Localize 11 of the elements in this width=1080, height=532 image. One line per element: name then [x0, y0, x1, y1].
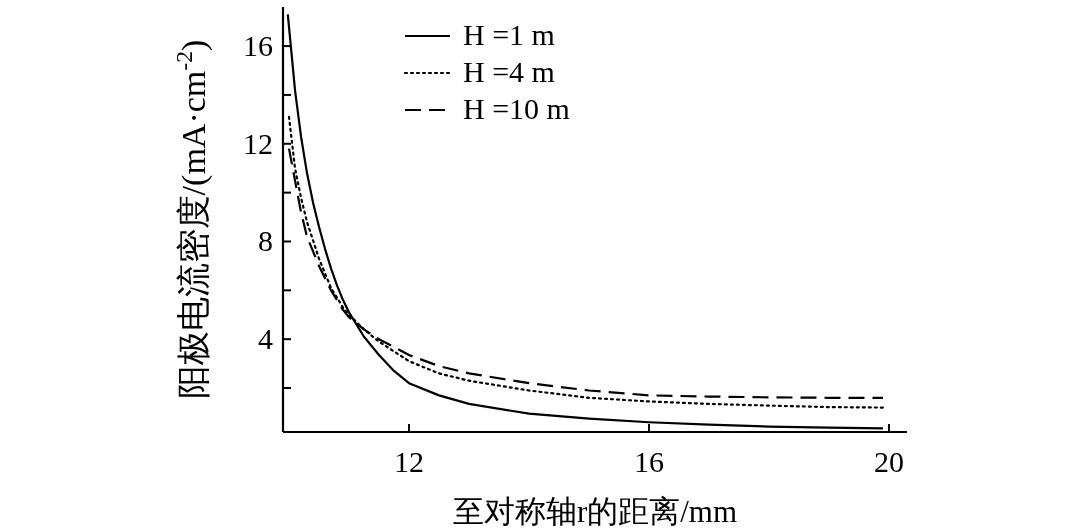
legend-label: H =1 m — [463, 18, 555, 51]
x-axis-title: 至对称轴r的距离/mm — [452, 494, 738, 529]
y-tick-label: 16 — [243, 29, 273, 63]
y-tick-label: 4 — [258, 322, 273, 356]
x-tick-label: 20 — [874, 445, 904, 478]
y-tick-label: 8 — [258, 224, 273, 258]
x-tick-label: 12 — [394, 445, 424, 478]
legend-label: H =10 m — [463, 92, 570, 125]
legend-label: H =4 m — [463, 55, 555, 88]
x-tick-label: 16 — [634, 445, 664, 478]
y-tick-label: 12 — [243, 126, 273, 160]
